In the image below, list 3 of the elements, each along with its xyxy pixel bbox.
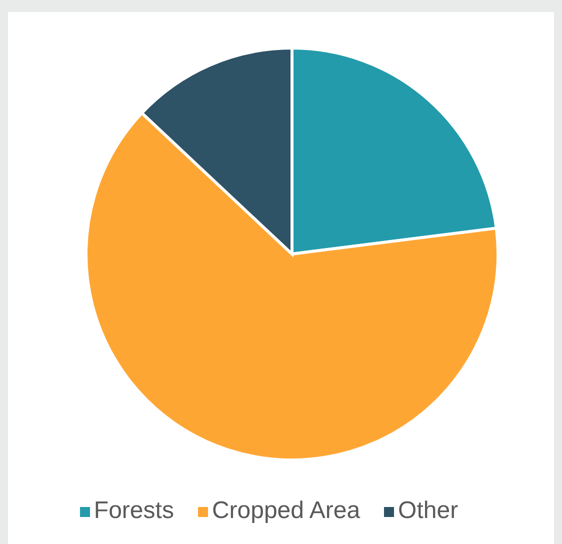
legend-label: Cropped Area <box>212 497 360 524</box>
legend-label: Other <box>398 497 458 524</box>
legend-label: Forests <box>94 497 174 524</box>
